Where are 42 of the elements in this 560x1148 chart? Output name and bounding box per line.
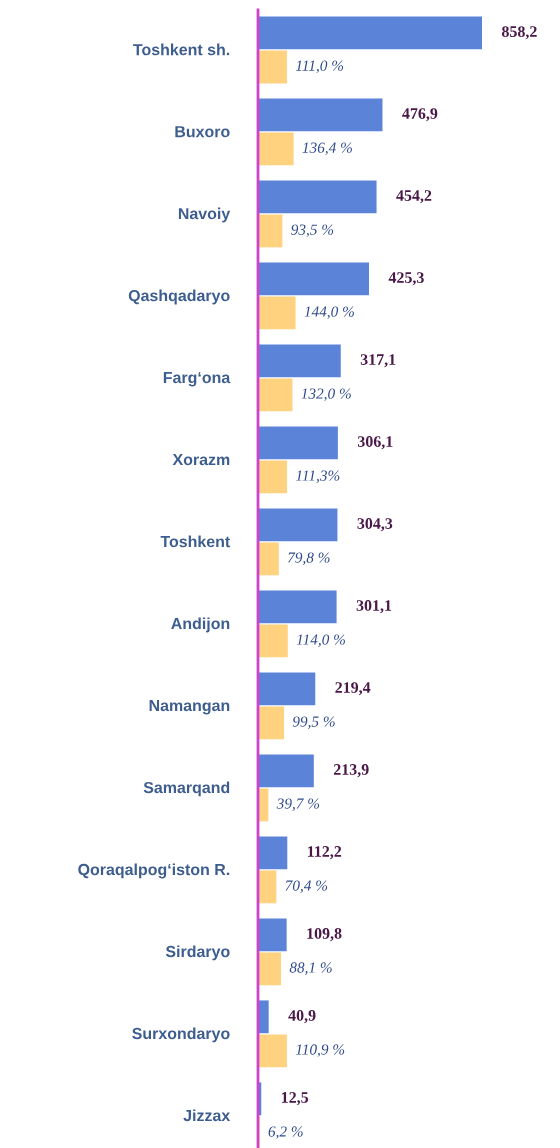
y-tick-label: Surxondaryo (132, 1027, 230, 1043)
data-label: 858,2 (501, 26, 537, 40)
data-label: 40,9 (288, 1010, 316, 1024)
y-tick-label: Sirdaryo (165, 945, 230, 961)
data-label: 70,4 % (285, 880, 328, 893)
y-tick-label: Toshkent (160, 535, 231, 548)
data-label: 111,0 % (295, 60, 344, 73)
data-label: 317,1 (360, 354, 396, 368)
data-label: 99,5 % (292, 716, 335, 729)
y-tick-label: Samarqand (143, 781, 230, 797)
y-tick-label: Farg‘ona (163, 372, 231, 387)
data-label: 110,9 % (295, 1044, 345, 1057)
y-tick-label: Namangan (149, 700, 230, 715)
data-label: 39,7 % (276, 798, 320, 811)
data-label: 219,4 (335, 682, 371, 696)
data-label: 304,3 (357, 518, 393, 532)
data-label: 88,1 % (289, 962, 332, 975)
y-tick-label: Navoiy (178, 207, 231, 223)
data-label: 454,2 (396, 190, 432, 204)
data-label: 425,3 (388, 272, 424, 286)
y-tick-label: Jizzax (183, 1109, 231, 1122)
data-label: 476,9 (402, 108, 438, 122)
data-label: 213,9 (333, 764, 369, 778)
data-label: 114,0 % (296, 634, 346, 647)
data-label: 93,5 % (291, 224, 334, 237)
data-label: 79,8 % (288, 552, 330, 565)
y-tick-label: Qashqadaryo (128, 289, 230, 305)
data-label: 109,8 (307, 928, 342, 942)
data-label: 111,3% (295, 470, 340, 483)
data-label: 12,5 (281, 1092, 309, 1106)
data-label: 132,0 % (301, 388, 351, 401)
data-label: 306,1 (357, 436, 393, 450)
y-tick-label: Toshkent sh. (133, 43, 230, 56)
data-label: 301,1 (356, 600, 392, 614)
data-label: 112,2 (308, 846, 342, 860)
data-label: 6,2 % (268, 1126, 303, 1139)
data-label: 144,0 % (304, 306, 354, 319)
y-tick-label: Xorazm (172, 454, 230, 466)
y-tick-label: Qoraqalpog‘iston R. (78, 863, 230, 879)
data-label: 136,4 % (302, 142, 352, 155)
y-tick-label: Andijon (171, 617, 230, 633)
y-tick-label: Buxoro (175, 126, 230, 138)
